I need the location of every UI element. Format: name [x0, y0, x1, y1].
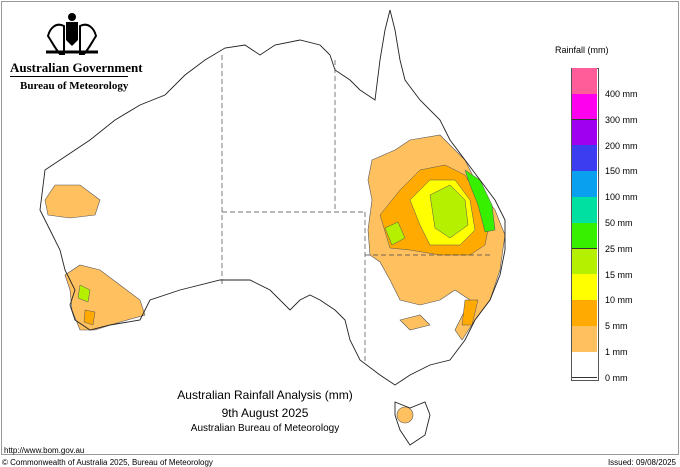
rain-area-wa-sw [64, 264, 146, 331]
legend-label: 100 mm [605, 192, 638, 203]
legend-label: 10 mm [605, 295, 633, 306]
rain-area-sa [399, 314, 431, 331]
rain-area-tas [396, 406, 414, 424]
legend-swatch [572, 248, 597, 276]
coat-of-arms-icon [46, 13, 98, 55]
legend-label: 50 mm [605, 218, 633, 228]
legend-swatch [572, 197, 597, 224]
legend-label: 15 mm [605, 269, 633, 280]
state-borders [221, 55, 490, 362]
legend-swatch [572, 274, 597, 302]
legend-label: 300 mm [605, 114, 638, 125]
legend-label: 1 mm [605, 347, 628, 357]
legend-swatch [572, 326, 597, 353]
map-date: 9th August 2025 [221, 406, 309, 420]
legend-swatch [572, 145, 597, 173]
legend-swatch [572, 93, 597, 121]
legend-title: Rainfall (mm) [555, 45, 609, 55]
agency-label: Bureau of Meteorology [20, 80, 129, 92]
legend-swatch [572, 171, 597, 198]
tasmania-coastline [394, 401, 431, 446]
legend-label: 25 mm [605, 243, 633, 254]
legend-swatch [572, 351, 597, 379]
legend-swatch [572, 300, 597, 327]
map-source: Australian Bureau of Meteorology [190, 423, 340, 434]
rain-area-wa-north [44, 184, 101, 219]
legend-swatch [572, 68, 597, 95]
copyright: © Commonwealth of Australia 2025, Bureau… [2, 458, 213, 467]
coastline [39, 9, 506, 386]
legend-label: 200 mm [605, 140, 638, 151]
legend-label: 150 mm [605, 166, 638, 177]
map-title: Australian Rainfall Analysis (mm) [177, 388, 353, 402]
issued-date: Issued: 09/08/2025 [607, 458, 676, 467]
legend-label: 400 mm [605, 89, 638, 99]
legend-swatch [572, 222, 597, 250]
legend-swatch [572, 119, 597, 147]
map-frame [1, 1, 679, 455]
legend-label: 5 mm [605, 321, 628, 332]
divider [10, 76, 128, 77]
heavier-rainfall [77, 164, 496, 326]
legend-label: 0 mm [605, 372, 628, 383]
website-link[interactable]: http://www.bom.gov.au [4, 446, 85, 455]
government-label: Australian Government [10, 60, 143, 75]
